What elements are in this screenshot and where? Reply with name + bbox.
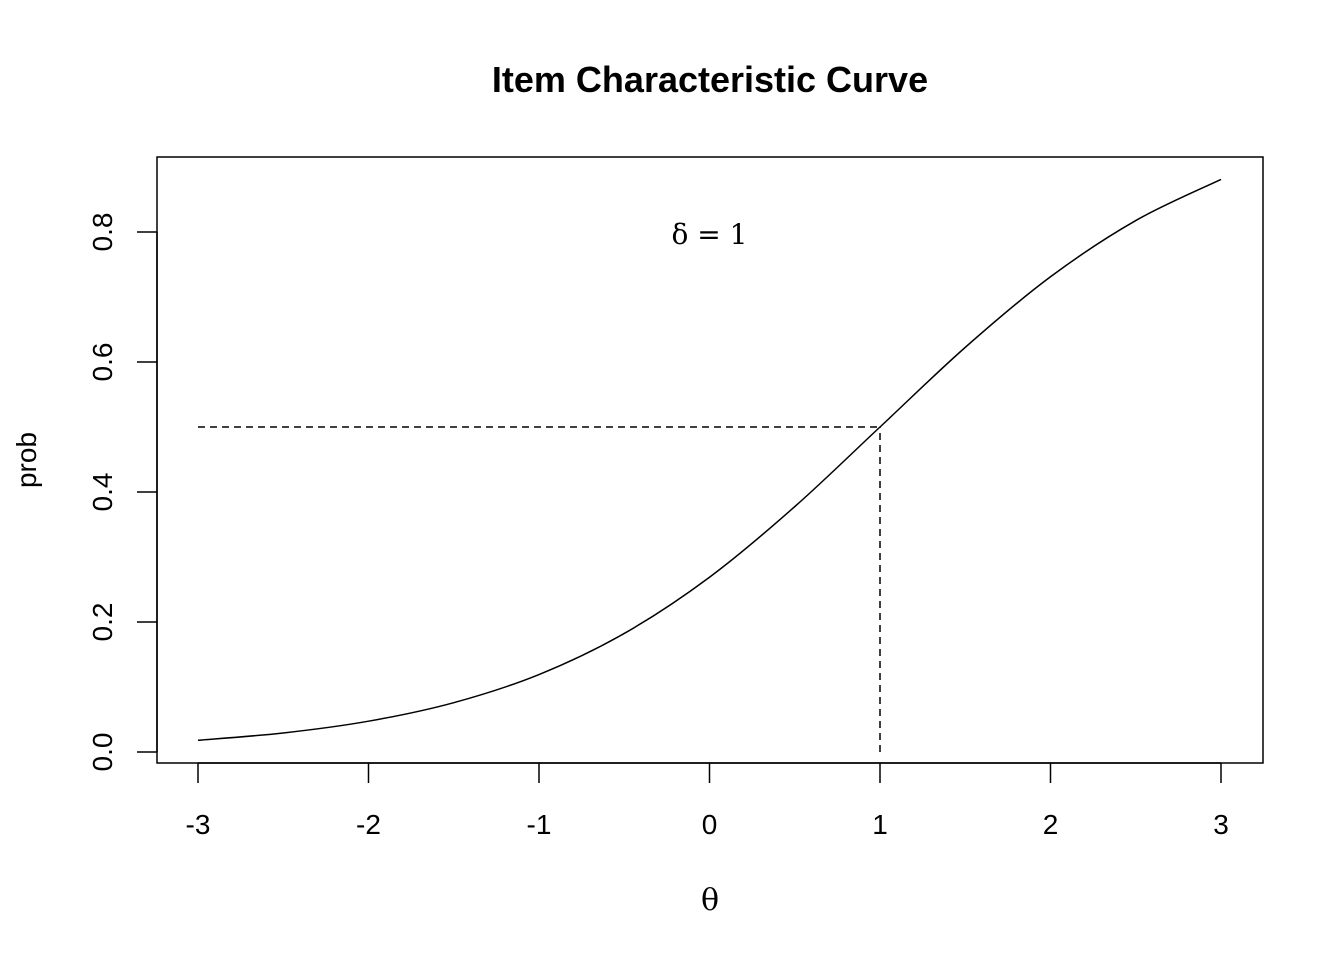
y-tick-label: 0.6 [87,343,118,382]
x-axis: -3 -2 -1 0 1 2 3 [186,762,1229,840]
delta-annotation: δ = 1 [672,218,748,251]
y-axis: 0.0 0.2 0.4 0.6 0.8 [87,213,158,772]
y-tick-label: 0.4 [87,473,118,512]
y-tick-label: 0.2 [87,603,118,642]
y-tick-label: 0.0 [87,733,118,772]
chart-title: Item Characteristic Curve [492,59,928,100]
y-axis-label: prob [11,432,42,488]
x-axis-label: θ [701,883,719,918]
x-tick-label: 0 [702,809,718,840]
reference-lines [198,426,881,752]
x-tick-label: -3 [186,809,211,840]
icc-curve [197,178,1222,742]
x-tick-label: -1 [527,809,552,840]
x-tick-label: 1 [872,809,888,840]
y-tick-label: 0.8 [87,213,118,252]
x-tick-label: -2 [356,809,381,840]
x-tick-label: 2 [1043,809,1059,840]
x-tick-label: 3 [1213,809,1229,840]
